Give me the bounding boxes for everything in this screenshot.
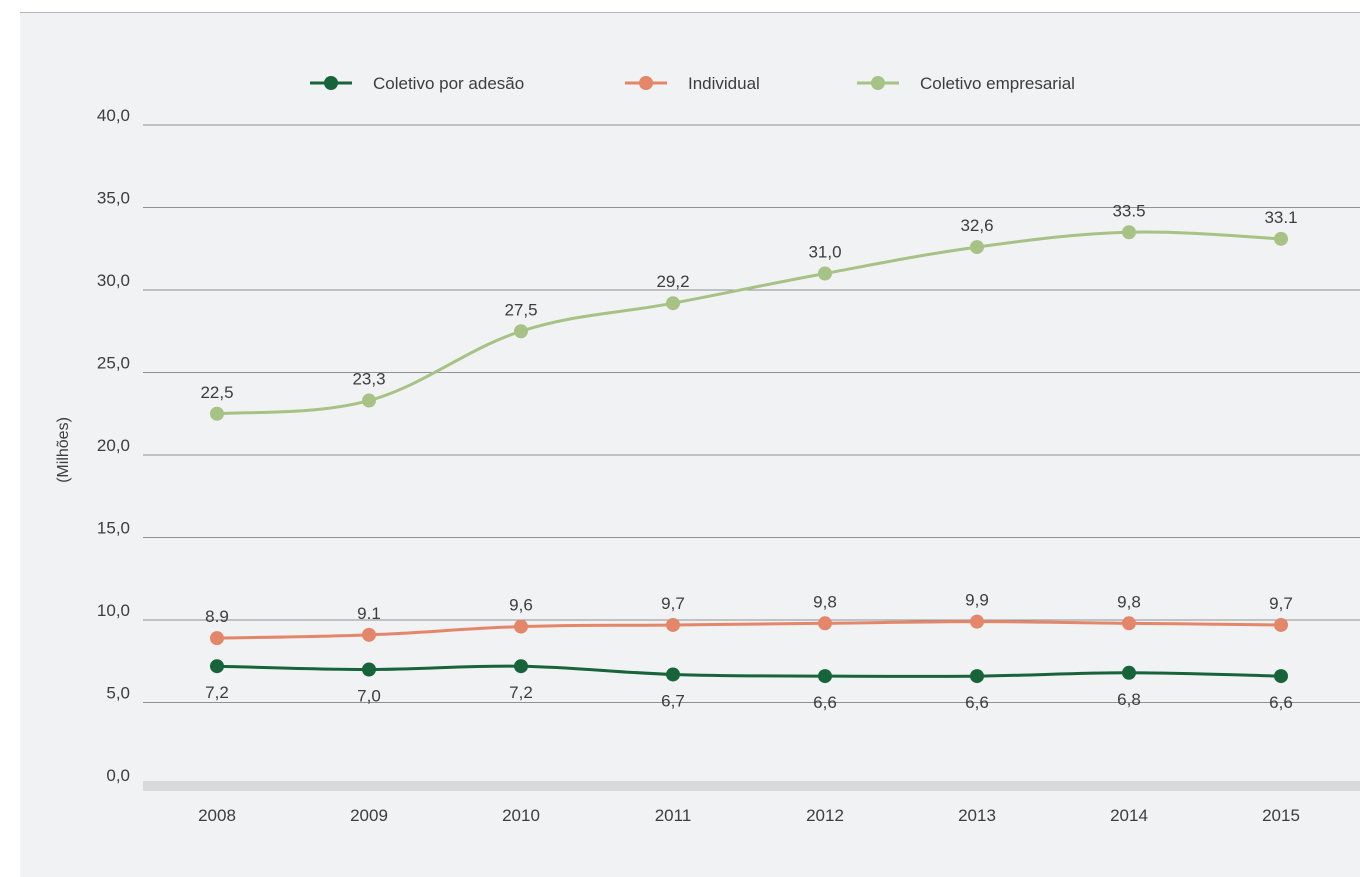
- data-label: 6,6: [1269, 693, 1293, 712]
- data-label: 9,7: [661, 594, 685, 613]
- x-tick-label: 2008: [198, 806, 236, 825]
- legend-marker: [324, 76, 338, 90]
- data-point: [970, 614, 984, 629]
- data-label: 6,8: [1117, 690, 1141, 709]
- y-tick-label: 25,0: [97, 354, 130, 373]
- legend-label: Individual: [688, 74, 760, 93]
- data-label: 9,8: [1117, 592, 1141, 611]
- data-point: [818, 616, 832, 631]
- x-tick-label: 2015: [1262, 806, 1300, 825]
- data-label: 33.1: [1264, 208, 1297, 227]
- data-point: [666, 667, 680, 682]
- x-axis-baseline: [143, 781, 1360, 791]
- data-label: 23,3: [352, 370, 385, 389]
- line-chart: 0,05,010,015,020,025,030,035,040,0 2008 2…: [55, 74, 1360, 825]
- data-label: 27,5: [504, 300, 537, 319]
- data-point: [1274, 669, 1288, 684]
- legend: Coletivo por adesão Individual Coletivo em…: [310, 74, 1075, 93]
- data-point: [514, 619, 528, 634]
- data-point: [1274, 617, 1288, 632]
- series-group: 22,5 23,3 27,5 29,2 31,0 32,6 33.5 33.1: [200, 201, 1298, 421]
- x-tick-label: 2014: [1110, 806, 1148, 825]
- x-tick-label: 2013: [958, 806, 996, 825]
- y-axis-title: (Milhões): [55, 417, 72, 483]
- data-point: [666, 617, 680, 632]
- y-tick-label: 20,0: [97, 436, 130, 455]
- legend-item: Individual: [625, 74, 760, 93]
- data-point: [1274, 231, 1288, 246]
- x-axis-ticks: 2008 2009 2010 2011 2012 2013 2014 2015: [198, 806, 1300, 825]
- data-label: 9.1: [357, 604, 381, 623]
- x-tick-label: 2009: [350, 806, 388, 825]
- data-label: 7,0: [357, 687, 381, 706]
- data-point: [666, 296, 680, 311]
- data-label: 22,5: [200, 383, 233, 402]
- legend-marker: [639, 76, 653, 90]
- y-tick-label: 40,0: [97, 106, 130, 125]
- data-label: 9,6: [509, 596, 533, 615]
- data-point: [970, 240, 984, 255]
- data-point: [362, 662, 376, 677]
- data-point: [210, 406, 224, 421]
- y-tick-label: 0,0: [106, 766, 130, 785]
- chart-panel: 0,0 5,0 10,0 15,0 20,0 25,0 30,0 35,0 40,0 2008 2…: [20, 12, 1360, 877]
- y-axis-ticks: 0,0 5,0 10,0 15,0 20,0 25,0 30,0 35,0 40,0: [97, 106, 130, 785]
- data-label: 6,6: [965, 693, 989, 712]
- data-label: 31,0: [808, 243, 841, 262]
- y-tick-label: 35,0: [97, 189, 130, 208]
- series: 7,2 7,0 7,2 6,7 6,6 6,6 6,8 6,6 8.9 9.1 9,6 9,7 9,8 9…: [200, 201, 1297, 712]
- x-tick-label: 2012: [806, 806, 844, 825]
- series-group: 7,2 7,0 7,2 6,7 6,6 6,6 6,8 6,6: [205, 659, 1293, 712]
- data-label: 7,2: [205, 683, 229, 702]
- grid-lines: [143, 124, 1360, 791]
- data-point: [210, 659, 224, 674]
- data-label: 32,6: [960, 216, 993, 235]
- data-point: [1122, 665, 1136, 680]
- data-label: 9,7: [1269, 594, 1293, 613]
- y-tick-label: 30,0: [97, 271, 130, 290]
- legend-item: Coletivo empresarial: [857, 74, 1075, 93]
- y-tick-label: 5,0: [106, 684, 130, 703]
- data-point: [362, 393, 376, 408]
- data-label: 8.9: [205, 607, 229, 626]
- series-line: [216, 664, 1282, 678]
- x-tick-label: 2011: [655, 806, 692, 825]
- data-point: [1122, 225, 1136, 240]
- series-group: 8.9 9.1 9,6 9,7 9,8 9,9 9,8 9,7: [205, 591, 1293, 646]
- y-tick-label: 15,0: [97, 519, 130, 538]
- data-point: [970, 669, 984, 684]
- legend-item: Coletivo por adesão: [310, 74, 524, 93]
- legend-marker: [871, 76, 885, 90]
- data-point: [514, 659, 528, 674]
- y-tick-label: 10,0: [97, 601, 130, 620]
- series-line: [216, 620, 1282, 640]
- x-tick-label: 2010: [502, 806, 540, 825]
- data-point: [362, 627, 376, 642]
- data-label: 7,2: [509, 683, 533, 702]
- legend-label: Coletivo empresarial: [920, 74, 1075, 93]
- data-label: 9,9: [965, 591, 989, 610]
- data-label: 9,8: [813, 592, 837, 611]
- legend-label: Coletivo por adesão: [373, 74, 524, 93]
- data-point: [818, 669, 832, 684]
- data-point: [818, 266, 832, 281]
- data-point: [1122, 616, 1136, 631]
- data-label: 33.5: [1112, 201, 1145, 220]
- series-line: [216, 230, 1282, 416]
- data-label: 6,7: [661, 691, 685, 710]
- data-point: [514, 324, 528, 339]
- data-point: [210, 631, 224, 646]
- data-label: 29,2: [656, 272, 689, 291]
- data-label: 6,6: [813, 693, 837, 712]
